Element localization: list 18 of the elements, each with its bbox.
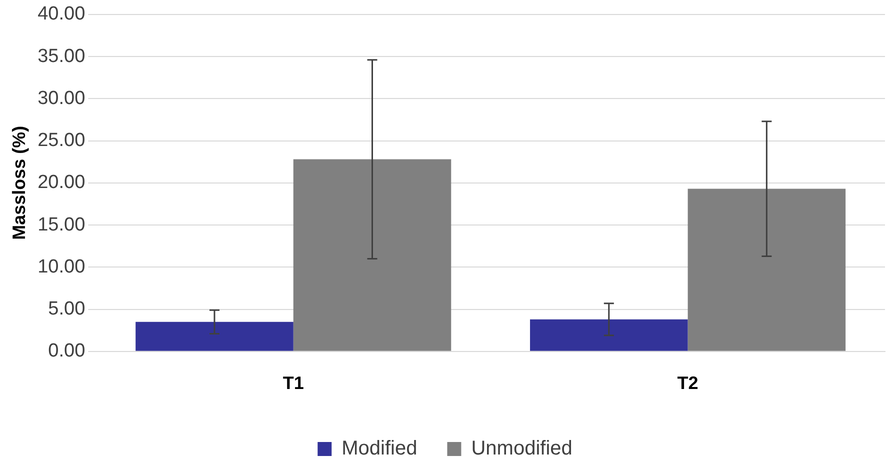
y-tick-label: 0.00: [48, 340, 86, 362]
y-tick-label: 10.00: [38, 256, 86, 278]
bar: [688, 188, 846, 351]
y-tick-label: 30.00: [38, 88, 86, 109]
legend-label: Unmodified: [471, 438, 572, 460]
y-tick-label: 35.00: [38, 46, 86, 67]
y-tick-label: 40.00: [38, 4, 86, 25]
y-tick-label: 25.00: [38, 130, 86, 152]
y-tick-label: 5.00: [48, 298, 86, 320]
x-tick-label: T1: [282, 373, 304, 394]
y-tick-label: 20.00: [38, 172, 86, 194]
y-tick-label: 15.00: [38, 214, 86, 236]
bar: [293, 159, 452, 351]
y-axis-title: Massloss (%): [8, 126, 29, 240]
bar: [530, 319, 688, 351]
x-tick-label: T2: [677, 373, 698, 394]
legend-label: Modified: [342, 438, 418, 460]
bar: [136, 322, 294, 351]
